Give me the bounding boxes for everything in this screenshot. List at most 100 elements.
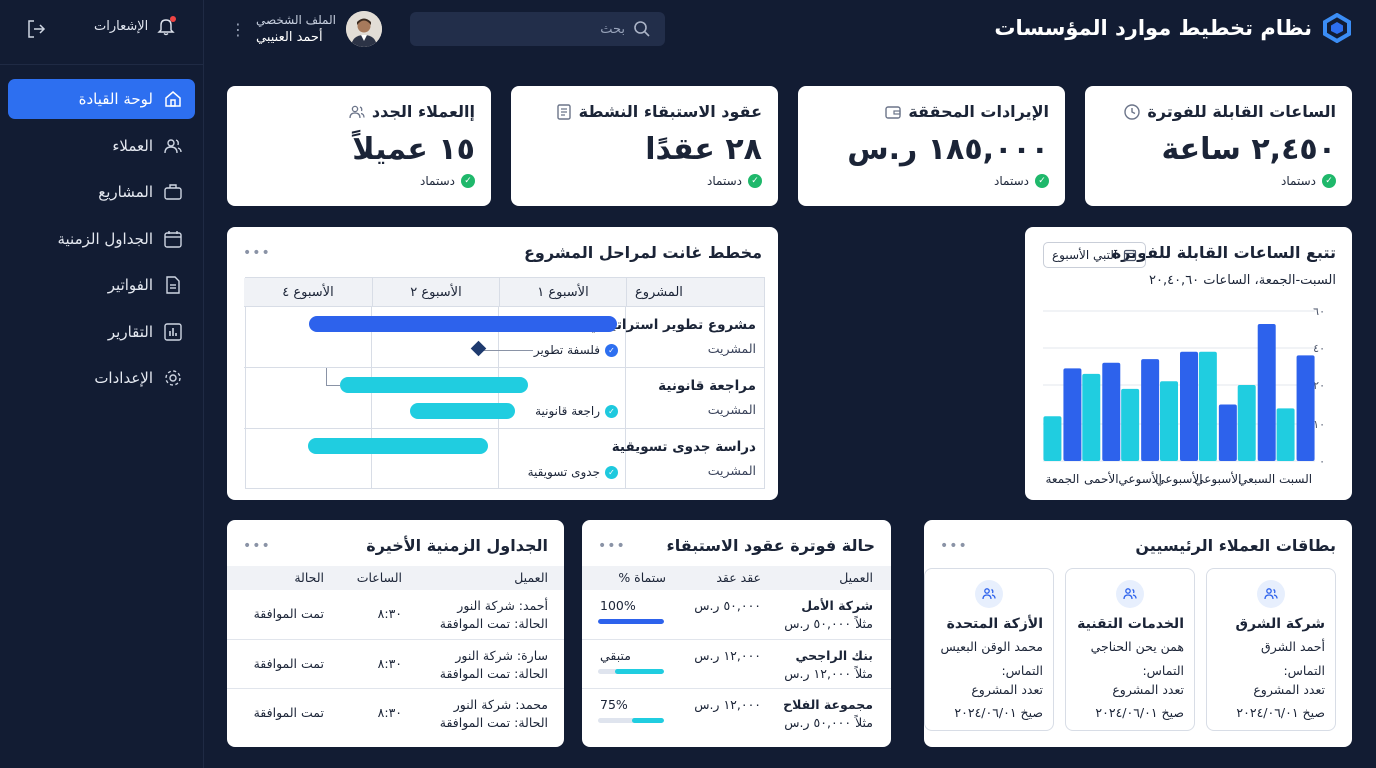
gantt-header-week1: الأسبوع ١ xyxy=(499,278,626,306)
milestone-label: جدوى تسويقية xyxy=(527,465,600,479)
client-sub: مثلاً ١٢,٠٠٠ ر.س xyxy=(784,666,873,681)
profile-name: أحمد العنيبي xyxy=(256,30,323,45)
gantt-header-week2: الأسبوع ٢ xyxy=(372,278,499,306)
more-options-icon[interactable]: ••• xyxy=(940,538,968,554)
stat-card-retainers: عقود الاستبقاء النشطة ٢٨ عقدًا ✓ دستماد xyxy=(511,86,778,206)
more-options-icon[interactable]: ••• xyxy=(243,538,271,554)
gantt-bar[interactable] xyxy=(340,377,528,393)
column-header: ستماة % xyxy=(618,570,666,585)
gantt-project-sub: المشريت xyxy=(707,463,756,478)
timesheet-line2: الحالة: تمت الموافقة xyxy=(439,666,548,681)
stat-status: دستماد xyxy=(1281,174,1316,188)
gantt-project-name: مراجعة قانونية xyxy=(658,378,756,394)
column-header: الساعات xyxy=(356,570,402,585)
progress-bar xyxy=(598,669,664,674)
table-row[interactable]: سارة: شركة النور الحالة: تمت الموافقة ٨:… xyxy=(227,639,564,688)
chart-bar xyxy=(1102,362,1121,461)
calendar-icon xyxy=(163,229,183,249)
chart-bar xyxy=(1257,323,1276,461)
table-row[interactable]: محمد: شركة النور الحالة: تمت الموافقة ٨:… xyxy=(227,688,564,737)
users-icon xyxy=(1116,580,1144,608)
check-icon: ✓ xyxy=(605,465,618,479)
key-clients-card: بطاقات العملاء الرئيسيين ••• شركة الشرق … xyxy=(924,520,1352,747)
y-tick-label: ٠ xyxy=(1319,455,1325,468)
client-name: بنك الراجحي xyxy=(795,648,874,663)
timesheet-line1: أحمد: شركة النور xyxy=(457,598,548,613)
users-icon xyxy=(1257,580,1285,608)
week-filter-label: التبي الأسبوع xyxy=(1052,248,1118,262)
week-filter-button[interactable]: التبي الأسبوع xyxy=(1043,242,1147,268)
client-card[interactable]: الخدمات التقنية همن يحن الحناجي التماس: … xyxy=(1065,568,1195,731)
y-tick-label: ٦٠ xyxy=(1313,305,1325,318)
table-row[interactable]: أحمد: شركة النور الحالة: تمت الموافقة ٨:… xyxy=(227,590,564,639)
timesheet-line2: الحالة: تمت الموافقة xyxy=(439,715,548,730)
sidebar-item-projects[interactable]: المشاريع xyxy=(8,172,195,212)
chart-bar xyxy=(1180,351,1198,461)
sidebar-item-timesheets[interactable]: الجداول الزمنية xyxy=(8,219,195,259)
client-card[interactable]: شركة الشرق أحمد الشرق التماس: تعدد المشر… xyxy=(1206,568,1336,731)
milestone-diamond-icon[interactable] xyxy=(470,340,487,357)
stat-label: إالعملاء الجدد xyxy=(371,102,475,121)
chart-title: تتبع الساعات القابلة للفوترة xyxy=(1111,243,1336,262)
check-icon: ✓ xyxy=(605,404,618,418)
gantt-bar[interactable] xyxy=(410,403,515,419)
y-tick-label: ٢٠ xyxy=(1313,379,1325,392)
home-icon xyxy=(163,89,183,109)
chart-bar xyxy=(1043,416,1062,461)
sidebar-item-dashboard[interactable]: لوحة القيادة xyxy=(8,79,195,119)
gantt-row: دراسة جدوى تسويقية المشريت ✓ جدوى تسويقية xyxy=(244,428,764,489)
gantt-project-sub: المشريت xyxy=(707,402,756,417)
client-card[interactable]: الأزكة المتحدة محمد الوقن البعيس التماس:… xyxy=(924,568,1054,731)
gantt-milestone: ✓ فلسفة تطوير xyxy=(534,343,618,357)
table-row[interactable]: شركة الأمل مثلاً ٥٠,٠٠٠ ر.س ٥٠,٠٠٠ ر.س 1… xyxy=(582,590,891,639)
more-options-icon[interactable]: ••• xyxy=(598,538,626,554)
gantt-title: مخطط غانت لمراحل المشروع xyxy=(523,243,762,262)
client-name: الأزكة المتحدة xyxy=(946,616,1043,632)
check-icon: ✓ xyxy=(461,174,475,188)
gantt-row: مراجعة قانونية المشريت ✓ راجعة قانونية xyxy=(244,367,764,428)
gantt-bar[interactable] xyxy=(308,438,488,454)
stat-status: دستماد xyxy=(994,174,1029,188)
sidebar-item-settings[interactable]: الإعدادات xyxy=(8,358,195,398)
x-tick-label: الأحمى xyxy=(1084,471,1119,486)
notifications-button[interactable]: الإشعارات xyxy=(94,16,177,36)
table-row[interactable]: بنك الراجحي مثلاً ١٢,٠٠٠ ر.س ١٢,٠٠٠ ر.س … xyxy=(582,639,891,688)
client-project: تعدد المشروع xyxy=(1112,682,1184,697)
search-icon xyxy=(633,20,651,38)
hours: ٨:٣٠ xyxy=(377,656,402,671)
stat-card-billable-hours: الساعات القابلة للفوترة ٢,٤٥٠ ساعة ✓ دستم… xyxy=(1085,86,1352,206)
search-input[interactable]: بحث xyxy=(410,12,665,46)
billing-status-card: حالة فوترة عقود الاستبقاء ••• العميل عقد… xyxy=(582,520,891,747)
timesheets-table-header: العميل الساعات الحالة xyxy=(227,566,564,590)
users-icon xyxy=(975,580,1003,608)
gantt-project-sub: المشريت xyxy=(707,341,756,356)
wallet-icon xyxy=(884,103,902,121)
x-tick-label: الأسبوعي xyxy=(1194,471,1241,487)
more-vertical-icon[interactable]: ⋮ xyxy=(230,19,246,39)
sidebar-item-invoices[interactable]: الفواتير xyxy=(8,265,195,305)
chart-bar xyxy=(1276,408,1295,461)
logout-icon[interactable] xyxy=(25,18,47,40)
chart-bar xyxy=(1237,385,1256,461)
client-sub: مثلاً ٥٠,٠٠٠ ر.س xyxy=(784,616,873,631)
client-person: محمد الوقن البعيس xyxy=(940,639,1043,654)
hours-chart-card: تتبع الساعات القابلة للفوترة السبت-الجمع… xyxy=(1025,227,1352,500)
check-icon: ✓ xyxy=(605,343,618,357)
gantt-bar[interactable] xyxy=(309,316,617,332)
briefcase-icon xyxy=(163,182,183,202)
more-options-icon[interactable]: ••• xyxy=(243,245,271,261)
y-tick-label: ١٠ xyxy=(1313,418,1325,431)
column-header: عقد عقد xyxy=(716,570,761,585)
sidebar-item-label: لوحة القيادة xyxy=(78,90,153,108)
gantt-project-name: مشروع تطوير استراتيجي xyxy=(587,317,756,333)
table-row[interactable]: مجموعة الفلاح مثلاً ٥٠,٠٠٠ ر.س ١٢,٠٠٠ ر.… xyxy=(582,688,891,737)
percent-label: 75% xyxy=(600,697,628,712)
user-profile[interactable]: الملف الشخصي أحمد العنيبي ⋮ xyxy=(230,10,382,48)
sidebar-item-label: الفواتير xyxy=(107,276,153,294)
clock-icon xyxy=(1123,103,1141,121)
amount: ١٢,٠٠٠ ر.س xyxy=(694,648,761,663)
sidebar-item-clients[interactable]: العملاء xyxy=(8,126,195,166)
chart-bar xyxy=(1063,368,1082,461)
gantt-table: المشروع الأسبوع ١ الأسبوع ٢ الأسبوع ٤ مش… xyxy=(244,277,765,489)
sidebar-item-reports[interactable]: التقارير xyxy=(8,312,195,352)
